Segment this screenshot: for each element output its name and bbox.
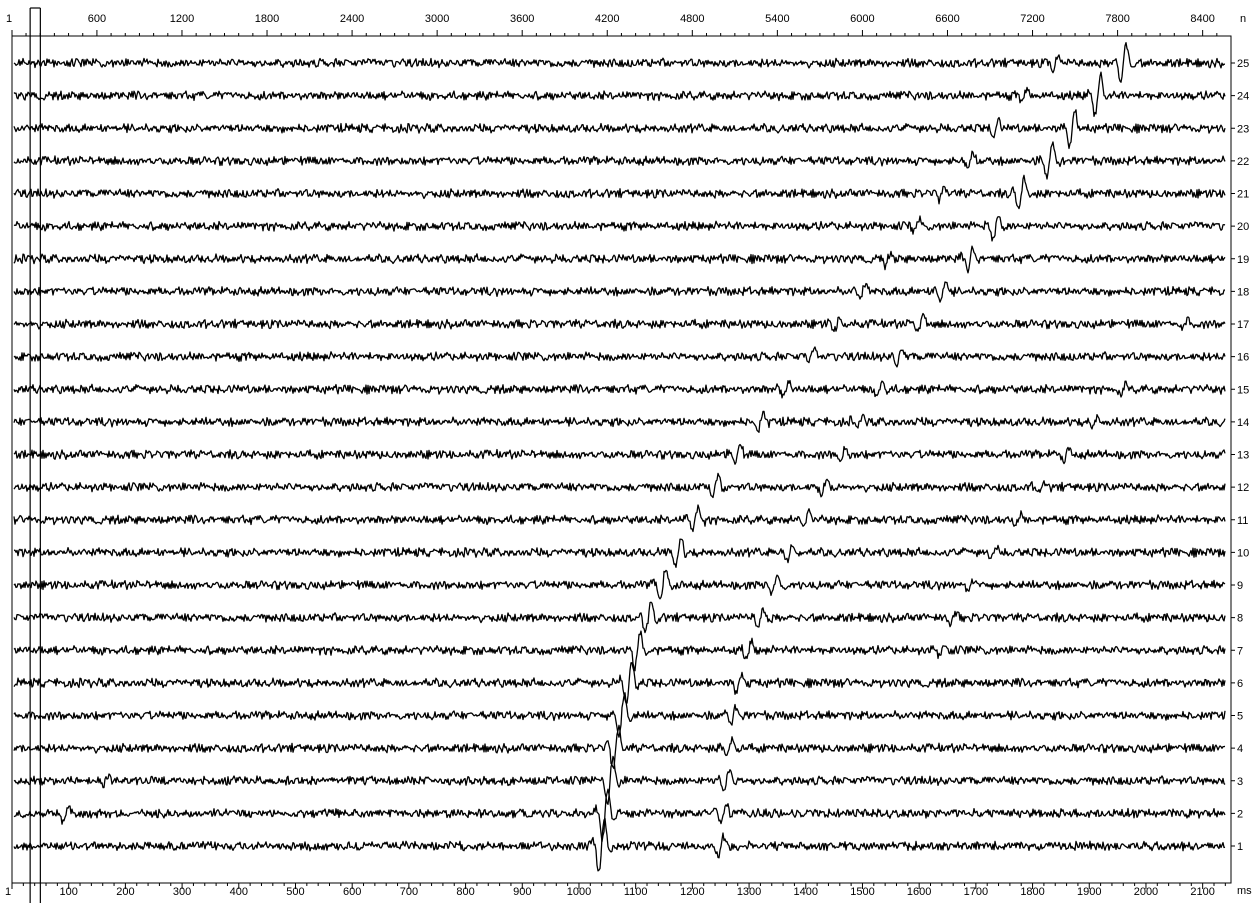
trace-label: 19	[1237, 254, 1249, 266]
trace-label: 11	[1237, 515, 1248, 527]
top-axis-unit: n	[1240, 13, 1246, 25]
trace-line-7	[13, 630, 1226, 672]
trace-label: 14	[1237, 417, 1249, 429]
trace-line-24	[13, 71, 1226, 117]
trace-line-12	[13, 472, 1226, 499]
trace-line-16	[13, 346, 1226, 368]
bottom-axis-tick-label: 100	[60, 886, 78, 898]
trace-line-18	[13, 281, 1226, 303]
bottom-axis-tick-label: 1700	[964, 886, 988, 898]
top-axis-tick-label: 6000	[850, 13, 874, 25]
bottom-axis-tick-label: 1800	[1020, 886, 1044, 898]
top-axis-tick-label: 4200	[595, 13, 619, 25]
trace-label: 10	[1237, 547, 1249, 559]
bottom-axis-unit: ms	[1237, 885, 1252, 897]
bottom-axis-tick-label: 1	[5, 886, 11, 898]
top-axis-tick-label: 3000	[425, 13, 449, 25]
trace-label: 13	[1237, 450, 1249, 462]
trace-label: 7	[1237, 645, 1243, 657]
bottom-axis-tick-label: 1600	[907, 886, 931, 898]
bottom-axis-tick-label: 1200	[680, 886, 704, 898]
top-axis-tick-label: 1200	[170, 13, 194, 25]
bottom-axis-tick-label: 600	[343, 886, 361, 898]
top-axis-tick-label: 600	[88, 13, 106, 25]
trace-label: 23	[1237, 123, 1249, 135]
trace-label: 9	[1237, 580, 1243, 592]
trace-label: 12	[1237, 482, 1249, 494]
trace-line-21	[13, 174, 1226, 210]
trace-label: 17	[1237, 319, 1249, 331]
bottom-axis-tick-label: 200	[116, 886, 134, 898]
marker-lines	[29, 7, 41, 903]
trace-line-23	[13, 109, 1226, 150]
bottom-axis-tick-label: 1900	[1077, 886, 1101, 898]
trace-line-25	[13, 42, 1226, 83]
trace-line-4	[13, 724, 1226, 770]
bottom-axis-tick-label: 400	[230, 886, 248, 898]
trace-label: 5	[1237, 711, 1243, 723]
trace-line-13	[13, 443, 1226, 465]
top-axis-tick-label: 2400	[340, 13, 364, 25]
trace-line-5	[13, 692, 1226, 738]
bottom-axis-tick-label: 700	[400, 886, 418, 898]
trace-label: 4	[1237, 743, 1243, 755]
trace-group: 1234567891011121314151617181920212223242…	[13, 42, 1249, 872]
bottom-axis: 1 100 200 300 400 500 600 700 800 900 1000 1100 1200…	[5, 883, 1226, 898]
trace-label: 15	[1237, 384, 1249, 396]
trace-label: 18	[1237, 286, 1249, 298]
trace-line-9	[13, 569, 1226, 600]
trace-line-6	[13, 662, 1226, 704]
top-axis-tick-label: 5400	[765, 13, 789, 25]
top-axis-tick-label: 4800	[680, 13, 704, 25]
trace-line-19	[13, 245, 1226, 274]
top-axis-tick-label: 7800	[1105, 13, 1129, 25]
trace-label: 1	[1237, 841, 1243, 853]
top-axis-tick-label: 1	[6, 13, 12, 25]
top-axis-tick-label: 7200	[1020, 13, 1044, 25]
top-axis-tick-label: 3600	[510, 13, 534, 25]
trace-label: 3	[1237, 776, 1243, 788]
bottom-axis-tick-label: 500	[286, 886, 304, 898]
trace-line-11	[13, 504, 1226, 533]
trace-label: 16	[1237, 352, 1249, 364]
top-axis-tick-label: 8400	[1190, 13, 1214, 25]
trace-line-15	[13, 379, 1226, 399]
trace-line-2	[13, 788, 1226, 843]
trace-line-22	[13, 141, 1226, 180]
trace-label: 8	[1237, 613, 1243, 625]
trace-line-3	[13, 755, 1226, 805]
trace-line-1	[13, 817, 1226, 872]
trace-line-8	[13, 601, 1226, 634]
top-axis-tick-label: 1800	[255, 13, 279, 25]
plot-frame	[11, 35, 1232, 884]
bottom-axis-tick-label: 2000	[1134, 886, 1158, 898]
bottom-axis-tick-label: 300	[173, 886, 191, 898]
bottom-axis-tick-label: 1400	[794, 886, 818, 898]
bottom-axis-tick-label: 900	[513, 886, 531, 898]
trace-label: 20	[1237, 221, 1249, 233]
trace-label: 21	[1237, 189, 1249, 201]
bottom-axis-tick-label: 2100	[1190, 886, 1214, 898]
trace-label: 24	[1237, 91, 1249, 103]
bottom-axis-tick-label: 800	[456, 886, 474, 898]
top-axis-tick-label: 6600	[935, 13, 959, 25]
bottom-axis-tick-label: 1000	[567, 886, 591, 898]
top-axis: 1 600 1200 1800 2400 3000 3600 4200 4800 5400 6000…	[6, 13, 1218, 36]
trace-line-14	[13, 410, 1226, 433]
bottom-axis-tick-label: 1100	[624, 886, 648, 898]
trace-label: 2	[1237, 808, 1243, 820]
trace-label: 25	[1237, 58, 1249, 70]
trace-line-10	[13, 538, 1226, 568]
trace-label: 6	[1237, 678, 1243, 690]
trace-line-20	[13, 215, 1226, 242]
trace-label: 22	[1237, 156, 1249, 168]
trace-line-17	[13, 312, 1226, 333]
bottom-axis-tick-label: 1500	[850, 886, 874, 898]
bottom-axis-tick-label: 1300	[737, 886, 761, 898]
